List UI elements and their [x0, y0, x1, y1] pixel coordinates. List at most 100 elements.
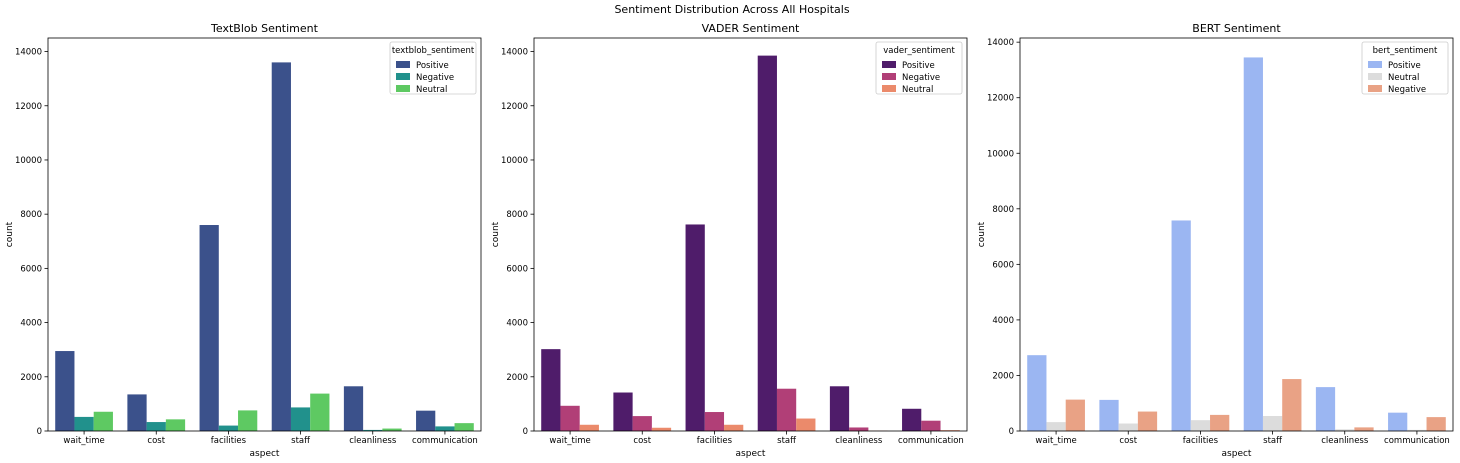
subplot-2: VADER Sentiment 0 2000 4000 6000 8000 10000 120… — [491, 22, 968, 459]
y-tick-label: 0 — [1009, 427, 1014, 437]
bar-neutral-communication — [1407, 429, 1427, 431]
bar-neutral-staff — [1262, 416, 1283, 431]
x-tick-label-facilities: facilities — [211, 436, 247, 446]
y-tick-label: 4000 — [992, 316, 1014, 326]
bar-negative-facilities — [218, 425, 239, 431]
y-tick-label: 12000 — [501, 102, 528, 112]
subplot-1: TextBlob Sentiment 0 2000 4000 6000 8000 10000… — [5, 22, 482, 459]
legend-box — [1361, 41, 1449, 95]
bar-neutral-wait-time — [1046, 422, 1066, 431]
x-tick-label-staff: staff — [777, 436, 797, 446]
subplots: TextBlob Sentiment 0 2000 4000 6000 8000 10000… — [5, 22, 1454, 459]
bar-positive-communication — [1388, 412, 1408, 431]
legend-swatch-positive — [1368, 61, 1382, 68]
y-axis-label: count — [491, 221, 501, 247]
bar-neutral-communication — [454, 423, 474, 431]
bar-positive-wait-time — [55, 351, 75, 431]
x-tick-label-wait-time: wait_time — [63, 436, 104, 446]
axes-frame — [533, 37, 968, 432]
y-tick-label: 14000 — [501, 48, 528, 58]
legend-swatch-negative — [1368, 85, 1382, 92]
x-tick-label-communication: communication — [412, 436, 478, 446]
bar-positive-cost — [127, 394, 147, 431]
legend-swatch-neutral — [1368, 73, 1382, 80]
bar-positive-wait-time — [541, 349, 561, 431]
axes-frame — [1019, 37, 1454, 432]
legend-swatch-positive — [396, 61, 410, 68]
bar-neutral-cost — [1118, 423, 1138, 431]
bar-negative-cost — [1137, 411, 1158, 431]
bar-positive-communication — [416, 410, 436, 431]
legend-swatch-neutral — [396, 85, 410, 92]
bar-positive-facilities — [685, 224, 705, 431]
bar-positive-communication — [902, 408, 922, 431]
legend: vader_sentiment Positive Negative Neutral — [875, 41, 963, 95]
bar-negative-wait-time — [560, 405, 580, 431]
legend-title: textblob_sentiment — [392, 46, 475, 56]
bar-positive-staff — [1243, 57, 1263, 431]
legend-swatch-negative — [882, 73, 896, 80]
legend-swatch-positive — [882, 61, 896, 68]
legend-swatch-negative — [396, 73, 410, 80]
bar-positive-facilities — [199, 225, 219, 431]
y-tick-label: 6000 — [992, 260, 1014, 270]
legend-title: vader_sentiment — [883, 46, 955, 56]
y-tick-label: 8000 — [506, 210, 528, 220]
bar-negative-cleanliness — [1354, 427, 1374, 431]
y-axis-label: count — [5, 221, 15, 247]
x-tick-label-communication: communication — [898, 436, 964, 446]
bar-negative-staff — [1282, 379, 1302, 431]
subplot-3: BERT Sentiment 0 2000 4000 6000 8000 10000 1200… — [977, 22, 1454, 459]
x-tick-label-staff: staff — [1263, 436, 1283, 446]
y-tick-label: 10000 — [15, 156, 42, 166]
bar-negative-communication — [921, 420, 941, 431]
y-tick-label: 2000 — [992, 371, 1014, 381]
y-tick-label: 12000 — [987, 94, 1014, 104]
legend-box — [875, 41, 963, 95]
bar-neutral-facilities — [1190, 420, 1211, 431]
bar-neutral-cost — [651, 427, 672, 431]
x-axis-label: aspect — [250, 449, 280, 459]
legend-label-neutral: Neutral — [1388, 73, 1419, 83]
bar-negative-cost — [146, 422, 166, 431]
x-tick-label-cost: cost — [147, 436, 165, 446]
y-tick-label: 0 — [37, 427, 42, 437]
x-tick-label-facilities: facilities — [1183, 436, 1219, 446]
x-axis-label: aspect — [1222, 449, 1252, 459]
bar-negative-facilities — [1210, 414, 1230, 431]
bar-negative-facilities — [704, 412, 725, 431]
y-tick-label: 6000 — [20, 264, 42, 274]
bar-negative-cleanliness — [849, 427, 869, 431]
y-tick-label: 14000 — [15, 48, 42, 58]
subplot-title: TextBlob Sentiment — [210, 22, 319, 35]
y-tick-label: 10000 — [987, 149, 1014, 159]
legend-box — [389, 41, 477, 95]
bar-neutral-cleanliness — [1335, 429, 1355, 431]
bar-positive-cleanliness — [343, 386, 364, 431]
y-axis-label: count — [977, 221, 987, 247]
x-tick-label-cleanliness: cleanliness — [835, 436, 883, 446]
bar-negative-staff — [290, 407, 311, 431]
y-tick-label: 8000 — [992, 205, 1014, 215]
bar-neutral-staff — [796, 418, 816, 431]
bar-positive-cost — [613, 392, 633, 431]
bar-neutral-staff — [310, 393, 330, 431]
bar-negative-cleanliness — [363, 429, 383, 431]
legend-label-positive: Positive — [416, 61, 449, 71]
legend-label-neutral: Neutral — [416, 85, 447, 95]
x-tick-label-facilities: facilities — [697, 436, 733, 446]
legend-label-positive: Positive — [902, 61, 935, 71]
bar-positive-staff — [757, 55, 777, 431]
y-tick-label: 2000 — [20, 373, 42, 383]
legend-swatch-neutral — [882, 85, 896, 92]
y-tick-label: 2000 — [506, 373, 528, 383]
x-tick-label-cost: cost — [1119, 436, 1137, 446]
legend-label-neutral: Neutral — [902, 85, 933, 95]
bar-positive-cleanliness — [1315, 387, 1336, 431]
figure-suptitle: Sentiment Distribution Across All Hospit… — [614, 3, 849, 16]
bar-neutral-wait-time — [93, 411, 113, 431]
bar-neutral-cost — [165, 419, 186, 431]
legend: bert_sentiment Positive Neutral Negative — [1361, 41, 1449, 95]
legend-label-negative: Negative — [902, 73, 940, 83]
